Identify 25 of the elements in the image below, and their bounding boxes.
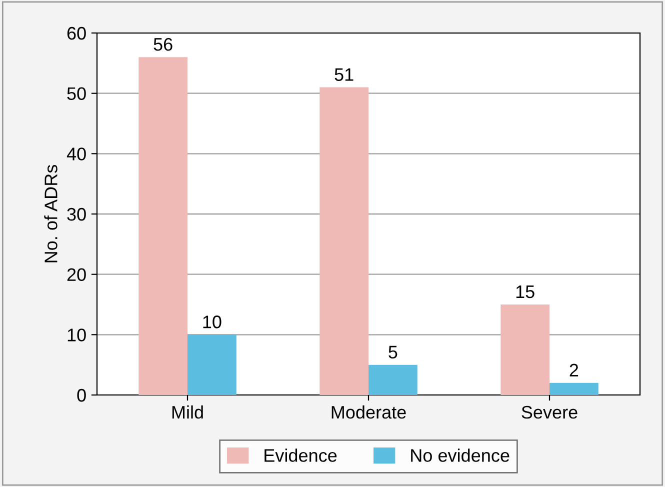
y-axis-title: No. of ADRs: [44, 164, 58, 262]
y-tick-label: 40: [66, 148, 86, 160]
bar: [500, 304, 550, 395]
bar: [550, 382, 598, 395]
data-label: 51: [334, 68, 354, 81]
x-tick-label: Mild: [172, 405, 203, 419]
y-tick-label: 50: [67, 87, 86, 100]
data-label: 56: [154, 38, 172, 51]
legend-label: Evidence: [264, 448, 337, 462]
bar: [320, 87, 368, 395]
bar: [138, 57, 188, 395]
y-tick-label: 20: [67, 268, 86, 282]
x-tick-label: Moderate: [332, 405, 406, 419]
bar: [188, 334, 236, 395]
y-tick-label: 0: [77, 388, 86, 402]
data-label: 2: [570, 364, 578, 376]
data-label: 15: [516, 286, 534, 298]
x-tick-label: Severe: [522, 406, 578, 419]
data-label: 5: [388, 346, 398, 358]
y-tick-label: 30: [67, 208, 86, 221]
data-label: 10: [203, 316, 222, 328]
bar: [368, 364, 418, 395]
y-tick-label: 10: [68, 328, 86, 342]
y-tick-label: 60: [67, 26, 86, 40]
legend-label: No evidence: [411, 448, 510, 462]
